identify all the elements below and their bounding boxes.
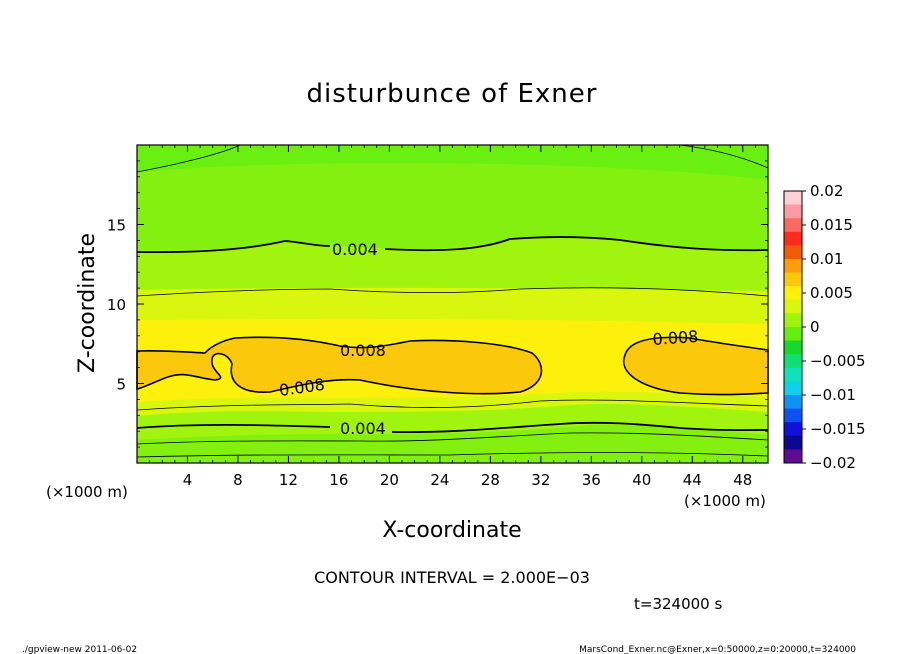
colorbar-swatch xyxy=(784,286,802,301)
x-tick-label: 36 xyxy=(582,471,601,489)
colorbar-swatch xyxy=(784,191,802,206)
x-axis-unit: (×1000 m) xyxy=(46,483,128,501)
colorbar-label: −0.015 xyxy=(810,420,866,438)
contour-thin-0 xyxy=(136,452,769,458)
colorbar-swatch xyxy=(784,449,802,464)
colorbar-swatch xyxy=(784,272,802,287)
colorbar-label: −0.02 xyxy=(810,454,856,472)
colorbar-label: 0 xyxy=(810,318,820,336)
colorbar-label: −0.01 xyxy=(810,386,856,404)
time-label: t=324000 s xyxy=(634,595,722,613)
footer-right: MarsCond_Exner.nc@Exner,x=0:50000,z=0:20… xyxy=(579,645,856,654)
contour-label: 0.008 xyxy=(340,341,386,360)
contour-interval-note: CONTOUR INTERVAL = 2.000E−03 xyxy=(314,568,590,587)
contour-thin-1 xyxy=(136,432,769,445)
colorbar-swatch xyxy=(784,395,802,410)
colorbar-swatch xyxy=(784,313,802,328)
colorbar-swatch xyxy=(784,381,802,396)
colorbar-swatch xyxy=(784,422,802,437)
y-tick-label: 5 xyxy=(116,376,126,394)
contour-label: 0.008 xyxy=(652,327,699,349)
x-axis-label: X-coordinate xyxy=(382,518,521,543)
colorbar-swatch xyxy=(784,327,802,342)
y-tick-label: 15 xyxy=(107,217,126,235)
colorbar-swatch xyxy=(784,204,802,219)
colorbar-swatch xyxy=(784,231,802,246)
colorbar-swatch xyxy=(784,354,802,369)
colorbar-swatch xyxy=(784,340,802,355)
x-tick-label: 32 xyxy=(531,471,550,489)
contour-004-bottom xyxy=(136,421,769,434)
contour-thin-3 xyxy=(136,399,769,411)
footer-left: ./gpview-new 2011-06-02 xyxy=(22,645,137,654)
contour-004-top xyxy=(136,236,769,254)
y-axis-label: Z-coordinate xyxy=(75,233,100,373)
colorbar-label: 0.02 xyxy=(810,182,843,200)
band-008-left xyxy=(136,336,543,395)
x-tick-label: 20 xyxy=(380,471,399,489)
colorbar-swatch xyxy=(784,435,802,450)
x-tick-label: 40 xyxy=(632,471,651,489)
colorbar-swatch xyxy=(784,245,802,260)
contour-label: 0.004 xyxy=(332,240,378,259)
colorbar-label: 0.005 xyxy=(810,284,853,302)
colorbar-label: −0.005 xyxy=(810,352,866,370)
x-tick-label: 16 xyxy=(329,471,348,489)
x-tick-label: 12 xyxy=(279,471,298,489)
x-tick-label: 28 xyxy=(481,471,500,489)
plot-area: 0.004 0.008 0.008 0.008 0.004 xyxy=(136,144,769,464)
colorbar-swatch xyxy=(784,259,802,274)
x-tick-label: 24 xyxy=(430,471,449,489)
colorbar-swatch xyxy=(784,408,802,423)
x-axis: 4 8 12 16 20 24 28 32 36 40 44 48 xyxy=(149,145,756,489)
colorbar-swatch xyxy=(784,218,802,233)
band-008-right xyxy=(622,336,769,396)
chart-title: disturbunce of Exner xyxy=(307,79,598,109)
y-axis: 5 10 15 xyxy=(107,160,768,448)
x-tick-label: 8 xyxy=(233,471,243,489)
y-axis-unit: (×1000 m) xyxy=(684,492,766,510)
y-tick-label: 10 xyxy=(107,296,126,314)
contour-thin-10 xyxy=(136,287,769,297)
colorbar: 0.02 0.015 0.01 0.005 0 −0.005 −0.01 −0.015 −0.0… xyxy=(783,182,866,472)
x-tick-label: 44 xyxy=(683,471,702,489)
x-tick-label: 4 xyxy=(183,471,193,489)
colorbar-label: 0.015 xyxy=(810,216,853,234)
contour-label: 0.004 xyxy=(340,419,386,438)
contour-thin-top xyxy=(136,144,769,173)
colorbar-swatch xyxy=(784,299,802,314)
colorbar-label: 0.01 xyxy=(810,250,843,268)
colorbar-swatch xyxy=(784,367,802,382)
x-tick-label: 48 xyxy=(733,471,752,489)
